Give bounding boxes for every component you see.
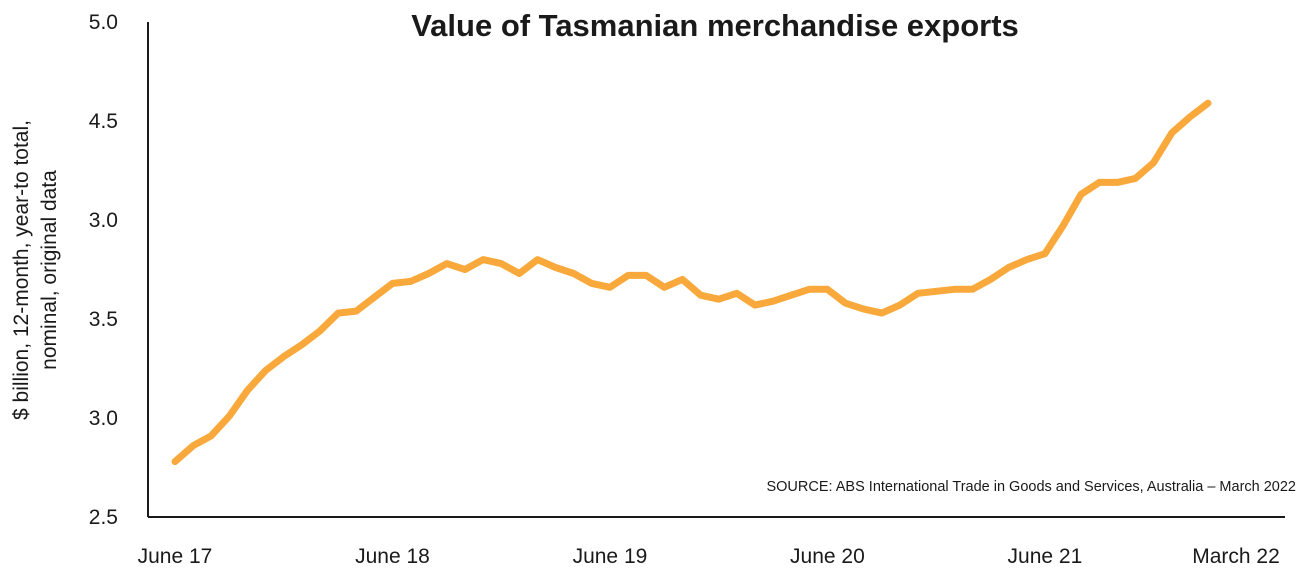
- x-tick-label: March 22: [1192, 545, 1280, 568]
- y-tick-label: 5.0: [89, 11, 118, 34]
- x-tick-label: June 20: [790, 545, 865, 568]
- x-tick-labels: June 17 June 18 June 19 June 20 June 21 March…: [138, 545, 1280, 568]
- y-tick-label: 3.0: [89, 209, 118, 232]
- x-tick-label: June 17: [138, 545, 213, 568]
- y-axis-label: $ billion, 12-month, year-to total, nomi…: [8, 40, 64, 500]
- y-tick-label: 3.0: [89, 407, 118, 430]
- y-axis-label-line-1: $ billion, 12-month, year-to total,: [10, 120, 33, 420]
- y-tick-labels: 2.5 3.0 3.5 3.0 4.5 5.0: [89, 11, 118, 529]
- x-tick-label: June 21: [1008, 545, 1083, 568]
- y-tick-label: 3.5: [89, 308, 118, 331]
- axes: [147, 22, 1285, 518]
- series-line-exports: [171, 99, 1212, 466]
- chart-title: Value of Tasmanian merchandise exports: [411, 8, 1019, 43]
- x-tick-label: June 19: [573, 545, 648, 568]
- series-group: [171, 99, 1212, 466]
- y-tick-label: 2.5: [89, 506, 118, 529]
- x-tick-label: June 18: [355, 545, 430, 568]
- y-axis-label-line-2: nominal, original data: [38, 170, 61, 370]
- source-note: SOURCE: ABS International Trade in Goods…: [766, 479, 1296, 495]
- y-tick-label: 4.5: [89, 110, 118, 133]
